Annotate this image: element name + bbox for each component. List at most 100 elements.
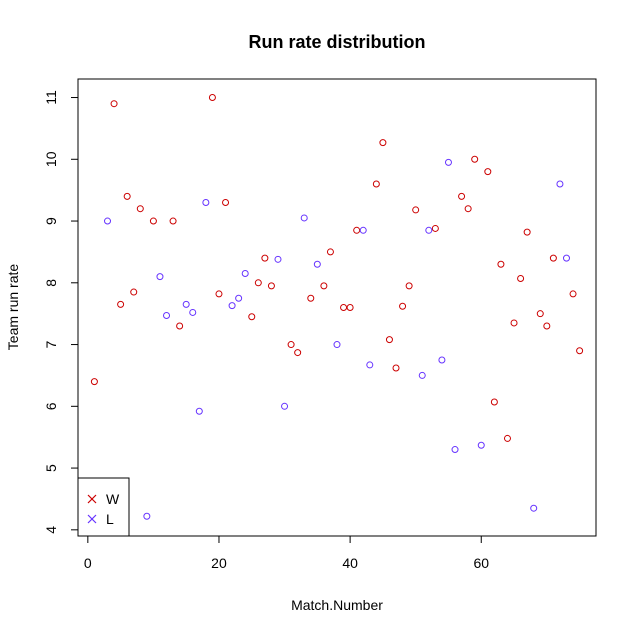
x-axis-label: Match.Number bbox=[291, 597, 383, 613]
data-point-w bbox=[392, 364, 400, 372]
data-point-w bbox=[399, 302, 407, 310]
data-point-w bbox=[248, 313, 256, 321]
y-axis: 4 5 6 7 8 9 10 11 bbox=[43, 90, 79, 534]
data-point-l bbox=[477, 441, 485, 449]
data-point-w bbox=[484, 168, 492, 176]
data-point-w bbox=[497, 260, 505, 268]
y-tick-label: 4 bbox=[43, 526, 59, 534]
data-point-w bbox=[385, 336, 393, 344]
data-point-l bbox=[104, 217, 112, 225]
data-point-l bbox=[418, 371, 426, 379]
data-point-w bbox=[523, 228, 531, 236]
data-point-l bbox=[143, 512, 151, 520]
data-point-w bbox=[379, 139, 387, 147]
data-point-w bbox=[471, 155, 479, 163]
legend: W L bbox=[77, 477, 130, 537]
data-point-l bbox=[530, 504, 538, 512]
data-point-l bbox=[366, 361, 374, 369]
chart-title: Run rate distribution bbox=[249, 32, 426, 52]
data-point-l bbox=[444, 158, 452, 166]
data-point-w bbox=[431, 224, 439, 232]
data-point-l bbox=[281, 402, 289, 410]
x-axis: 0 20 40 60 bbox=[84, 535, 489, 571]
data-point-w bbox=[576, 347, 584, 355]
data-point-l bbox=[163, 312, 171, 320]
data-point-l bbox=[313, 260, 321, 268]
legend-box bbox=[77, 477, 130, 537]
data-point-l bbox=[189, 308, 197, 316]
data-point-w bbox=[549, 254, 557, 262]
data-point-l bbox=[156, 273, 164, 281]
data-point-l bbox=[438, 356, 446, 364]
data-point-l bbox=[333, 341, 341, 349]
data-point-l bbox=[562, 254, 570, 262]
legend-entry-w: W bbox=[87, 491, 120, 507]
data-point-w bbox=[110, 100, 118, 108]
data-point-w bbox=[536, 310, 544, 318]
data-point-w bbox=[123, 192, 131, 200]
data-point-w bbox=[320, 282, 328, 290]
cross-stroke bbox=[87, 514, 97, 524]
data-point-w bbox=[254, 279, 262, 287]
y-tick-label: 6 bbox=[43, 402, 59, 410]
y-tick-label: 9 bbox=[43, 217, 59, 225]
data-point-l bbox=[202, 199, 210, 207]
data-point-l bbox=[182, 300, 190, 308]
data-point-w bbox=[222, 199, 230, 207]
y-tick-label: 8 bbox=[43, 279, 59, 287]
y-tick-label: 10 bbox=[43, 151, 59, 167]
data-point-l bbox=[228, 302, 236, 310]
data-points bbox=[90, 94, 584, 520]
data-point-w bbox=[326, 248, 334, 256]
cross-stroke bbox=[87, 494, 97, 504]
data-point-w bbox=[130, 288, 138, 296]
data-point-w bbox=[287, 341, 295, 349]
data-point-w bbox=[490, 398, 498, 406]
data-point-w bbox=[169, 217, 177, 225]
data-point-l bbox=[274, 255, 282, 263]
data-point-w bbox=[136, 205, 144, 213]
data-point-w bbox=[458, 192, 466, 200]
legend-marker-l bbox=[87, 514, 97, 524]
data-point-w bbox=[346, 304, 354, 311]
data-point-l bbox=[451, 446, 459, 454]
legend-entry-l: L bbox=[87, 511, 114, 527]
y-axis-label: Team run rate bbox=[5, 264, 21, 351]
data-point-w bbox=[569, 290, 577, 298]
data-point-w bbox=[90, 378, 98, 386]
data-point-w bbox=[307, 294, 315, 302]
data-point-l bbox=[300, 214, 308, 222]
data-point-w bbox=[215, 290, 223, 298]
data-point-l bbox=[235, 294, 243, 302]
data-point-l bbox=[359, 226, 367, 234]
legend-marker-w bbox=[87, 494, 97, 504]
legend-label-l: L bbox=[106, 511, 114, 527]
data-point-w bbox=[464, 205, 472, 213]
data-point-l bbox=[556, 180, 564, 188]
data-point-w bbox=[405, 282, 413, 290]
x-tick-label: 0 bbox=[84, 555, 92, 571]
y-tick-label: 11 bbox=[43, 90, 59, 105]
x-tick-label: 20 bbox=[211, 555, 227, 571]
data-point-w bbox=[261, 254, 269, 262]
x-tick-label: 60 bbox=[473, 555, 489, 571]
data-point-w bbox=[340, 304, 348, 311]
data-point-w bbox=[517, 274, 525, 282]
data-point-w bbox=[412, 206, 420, 214]
data-point-w bbox=[176, 322, 184, 330]
data-point-w bbox=[267, 282, 275, 290]
data-point-w bbox=[117, 300, 125, 308]
data-point-l bbox=[241, 270, 249, 278]
data-point-w bbox=[510, 319, 518, 327]
data-point-l bbox=[425, 226, 433, 234]
y-tick-label: 5 bbox=[43, 464, 59, 472]
data-point-w bbox=[543, 322, 551, 330]
y-tick-label: 7 bbox=[43, 340, 59, 348]
data-point-l bbox=[195, 407, 203, 415]
data-point-w bbox=[372, 180, 380, 188]
data-point-w bbox=[208, 94, 216, 102]
data-point-w bbox=[503, 434, 511, 442]
data-point-w bbox=[149, 217, 157, 225]
legend-label-w: W bbox=[106, 491, 120, 507]
